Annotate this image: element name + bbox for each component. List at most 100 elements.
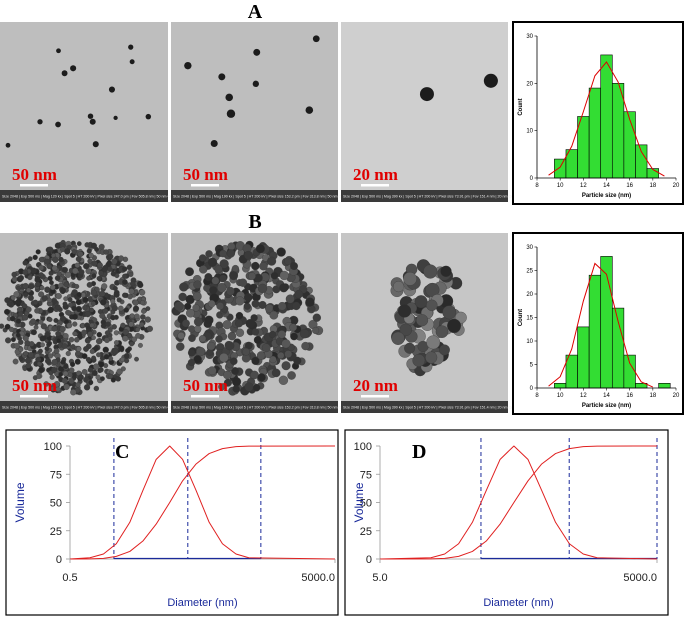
- particle: [139, 321, 145, 328]
- panel-label: D: [412, 441, 426, 463]
- particle: [28, 341, 35, 347]
- particle: [35, 356, 42, 363]
- particle: [53, 317, 59, 323]
- particle: [207, 257, 218, 267]
- x-tick-label: 5.0: [372, 572, 387, 584]
- particle: [91, 260, 98, 267]
- particle: [11, 276, 18, 283]
- particle: [63, 363, 69, 370]
- particle: [252, 384, 261, 392]
- particle: [10, 295, 16, 301]
- particle: [235, 312, 244, 320]
- particle: [252, 80, 259, 87]
- particle: [87, 113, 94, 119]
- x-tick-label: 5000.0: [301, 572, 335, 584]
- particle: [5, 337, 12, 344]
- histogram-chart: 8 10 12 14 16 18 20 0 10 20 30 Particle size (nm) Co…: [512, 21, 684, 205]
- particle: [192, 291, 202, 301]
- particle: [17, 311, 24, 317]
- y-tick-label: 30: [526, 34, 533, 40]
- particle: [5, 142, 11, 148]
- particle: [65, 309, 71, 316]
- particle: [8, 326, 15, 333]
- particle: [91, 335, 96, 341]
- particle: [199, 265, 208, 274]
- y-tick-label: 20: [526, 292, 533, 298]
- particle: [47, 306, 54, 314]
- particle: [193, 355, 202, 364]
- particle: [13, 291, 20, 298]
- particle: [242, 347, 250, 356]
- particle: [129, 313, 135, 319]
- scale-bar: [191, 184, 219, 187]
- particle: [312, 35, 320, 43]
- particle: [118, 345, 125, 352]
- particle: [425, 351, 438, 364]
- particle: [102, 308, 109, 314]
- particle: [293, 356, 302, 365]
- particle: [214, 265, 223, 274]
- particle: [55, 121, 61, 128]
- bar: [554, 158, 567, 179]
- particle: [104, 337, 110, 344]
- particle: [26, 287, 32, 293]
- particle: [251, 261, 260, 271]
- line-chart: 0 25 50 75 100 0.5 5000.0 Diameter (nm) Volume: [5, 429, 339, 616]
- particle: [141, 308, 147, 314]
- particle: [87, 258, 93, 264]
- particle: [90, 242, 97, 249]
- particle: [281, 283, 290, 291]
- particle: [226, 286, 235, 296]
- particle: [112, 348, 119, 355]
- particle: [483, 73, 498, 88]
- particle: [93, 385, 100, 392]
- particle: [25, 306, 32, 313]
- particle: [447, 318, 461, 333]
- particle: [219, 274, 227, 283]
- panel-label: A: [248, 1, 263, 23]
- fit-curve: [548, 61, 665, 177]
- particle: [37, 119, 43, 125]
- particle: [131, 336, 138, 343]
- particles: [184, 35, 320, 148]
- particle: [231, 367, 239, 375]
- particle: [34, 308, 40, 314]
- particle: [22, 335, 29, 342]
- particle: [217, 282, 227, 293]
- particle: [174, 301, 184, 311]
- bar: [600, 54, 613, 179]
- particle: [47, 317, 53, 322]
- particle: [122, 273, 128, 279]
- particle: [139, 289, 146, 296]
- particle: [60, 359, 66, 365]
- particle: [101, 266, 108, 273]
- particle: [193, 280, 202, 289]
- y-tick-label: 25: [50, 526, 62, 538]
- particle: [244, 250, 253, 260]
- particle: [257, 283, 268, 294]
- particle: [235, 296, 245, 306]
- info-strip: [171, 401, 338, 413]
- scale-bar-label: 20 nm: [353, 165, 398, 184]
- particle: [187, 358, 196, 367]
- particle: [10, 337, 16, 343]
- particle: [253, 48, 261, 56]
- y-tick-label: 10: [526, 129, 533, 135]
- particle: [107, 373, 114, 380]
- bar: [565, 354, 578, 389]
- y-axis-label: Count: [518, 98, 524, 115]
- particle: [146, 325, 153, 332]
- particle: [38, 256, 45, 263]
- particle: [84, 337, 91, 344]
- info-text: Size 2048 | Exp 500 ms | Mag 120 kx | Sp…: [2, 406, 175, 410]
- particle: [96, 262, 103, 269]
- particle: [27, 256, 33, 262]
- particle: [82, 297, 89, 303]
- particle: [192, 304, 200, 312]
- particle: [53, 348, 60, 354]
- bar: [623, 354, 636, 389]
- volume-curve: [379, 445, 658, 560]
- particle: [96, 352, 101, 358]
- particle: [256, 351, 266, 360]
- particle: [126, 264, 133, 271]
